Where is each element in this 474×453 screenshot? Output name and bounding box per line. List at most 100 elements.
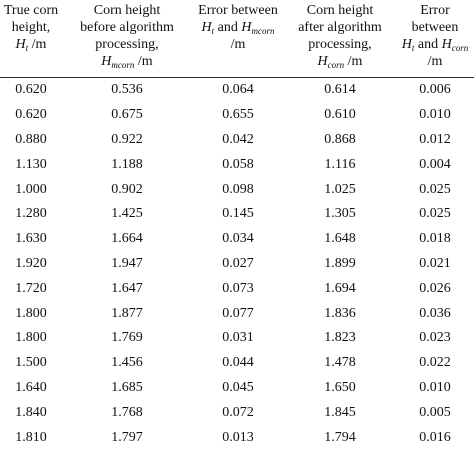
unit: /m (137, 54, 153, 69)
table-cell: 0.042 (222, 131, 254, 147)
subscript: t (411, 43, 415, 53)
table-cell: 0.027 (222, 255, 254, 271)
table-cell: 1.664 (111, 231, 143, 247)
table-cell: 1.840 (15, 404, 47, 420)
table-cell: 1.648 (324, 231, 356, 247)
header-text: after algorithm (298, 20, 382, 35)
table-row: 1.720 1.647 0.073 1.694 0.026 (0, 276, 474, 301)
header-cell: Error between Ht and Hmcorn /m (192, 0, 284, 78)
header-text: True corn (3, 3, 59, 18)
table-cell: 1.836 (324, 305, 356, 321)
table-cell: 1.116 (324, 156, 356, 172)
table-cell: 1.647 (111, 280, 143, 296)
table-cell: 1.694 (324, 280, 356, 296)
table-cell: 1.769 (111, 330, 143, 346)
table-cell: 1.810 (15, 429, 47, 445)
table-cell: 0.655 (222, 107, 254, 123)
symbol: H (317, 54, 328, 69)
header-cell: Corn height after algorithm processing, … (284, 0, 396, 78)
table-cell: 0.012 (419, 131, 451, 147)
table-cell: 1.823 (324, 330, 356, 346)
table-cell: 1.478 (324, 355, 356, 371)
subscript: t (211, 26, 215, 36)
table-cell: 1.025 (324, 181, 356, 197)
header-text: and (417, 37, 439, 52)
table-row: 1.800 1.769 0.031 1.823 0.023 (0, 326, 474, 351)
table-cell: 0.026 (419, 280, 451, 296)
table-cell: 1.500 (15, 355, 47, 371)
table-cell: 0.006 (419, 82, 451, 98)
table-cell: 1.768 (111, 404, 143, 420)
subscript: mcorn (111, 60, 135, 70)
table-row: 0.620 0.675 0.655 0.610 0.010 (0, 103, 474, 128)
table-cell: 0.064 (222, 82, 254, 98)
table-body: 0.620 0.536 0.064 0.614 0.006 0.620 0.675 0.655… (0, 78, 474, 450)
table-cell: 1.899 (324, 255, 356, 271)
table-cell: 0.620 (15, 82, 47, 98)
table-row: 1.130 1.188 0.058 1.116 0.004 (0, 152, 474, 177)
table-cell: 1.630 (15, 231, 47, 247)
header-text: Error between (198, 3, 278, 18)
table-cell: 1.130 (15, 156, 47, 172)
table-cell: 0.614 (324, 82, 356, 98)
table-cell: 0.072 (222, 404, 254, 420)
symbol: H (15, 37, 26, 52)
symbol: H (241, 20, 252, 35)
subscript: corn (451, 43, 469, 53)
table-row: 1.840 1.768 0.072 1.845 0.005 (0, 400, 474, 425)
subscript: mcorn (251, 26, 275, 36)
table-cell: 0.620 (15, 107, 47, 123)
table-cell: 0.675 (111, 107, 143, 123)
table-cell: 1.640 (15, 379, 47, 395)
table-cell: 1.188 (111, 156, 143, 172)
table-row: 1.920 1.947 0.027 1.899 0.021 (0, 252, 474, 277)
table-cell: 1.650 (324, 379, 356, 395)
table-cell: 0.018 (419, 231, 451, 247)
header-text: Error between (411, 3, 459, 35)
table-cell: 0.880 (15, 131, 47, 147)
table-cell: 1.877 (111, 305, 143, 321)
header-cell: Corn height before algorithm processing,… (62, 0, 192, 78)
unit: /m (427, 54, 443, 69)
table-cell: 1.456 (111, 355, 143, 371)
subscript: corn (327, 60, 345, 70)
table-row: 1.810 1.797 0.013 1.794 0.016 (0, 425, 474, 450)
unit: /m (230, 37, 246, 52)
table-cell: 1.425 (111, 206, 143, 222)
table-cell: 0.098 (222, 181, 254, 197)
table-cell: 0.031 (222, 330, 254, 346)
header-cell: Error between Ht and Hcorn /m (396, 0, 474, 78)
table-row: 1.500 1.456 0.044 1.478 0.022 (0, 351, 474, 376)
table-cell: 0.034 (222, 231, 254, 247)
table-row: 1.800 1.877 0.077 1.836 0.036 (0, 301, 474, 326)
header-row: True corn height, Ht /m Corn height befo… (0, 0, 474, 78)
table-cell: 0.077 (222, 305, 254, 321)
header-text: Corn height (306, 3, 374, 18)
table-cell: 1.800 (15, 305, 47, 321)
table-cell: 0.021 (419, 255, 451, 271)
table-cell: 0.010 (419, 107, 451, 123)
table-row: 0.880 0.922 0.042 0.868 0.012 (0, 128, 474, 153)
header-cell: True corn height, Ht /m (0, 0, 62, 78)
table-cell: 0.016 (419, 429, 451, 445)
table-cell: 0.004 (419, 156, 451, 172)
table-cell: 0.536 (111, 82, 143, 98)
unit: /m (31, 37, 47, 52)
subscript: t (25, 43, 29, 53)
table-cell: 0.036 (419, 305, 451, 321)
table-cell: 0.010 (419, 379, 451, 395)
table-cell: 0.058 (222, 156, 254, 172)
table-cell: 0.025 (419, 206, 451, 222)
header-text: Corn height (93, 3, 161, 18)
table-cell: 1.280 (15, 206, 47, 222)
symbol: H (101, 54, 112, 69)
table-cell: 1.845 (324, 404, 356, 420)
table-cell: 0.922 (111, 131, 143, 147)
table-cell: 1.797 (111, 429, 143, 445)
table-row: 0.620 0.536 0.064 0.614 0.006 (0, 78, 474, 103)
table-cell: 0.044 (222, 355, 254, 371)
table-cell: 1.794 (324, 429, 356, 445)
table-cell: 0.145 (222, 206, 254, 222)
